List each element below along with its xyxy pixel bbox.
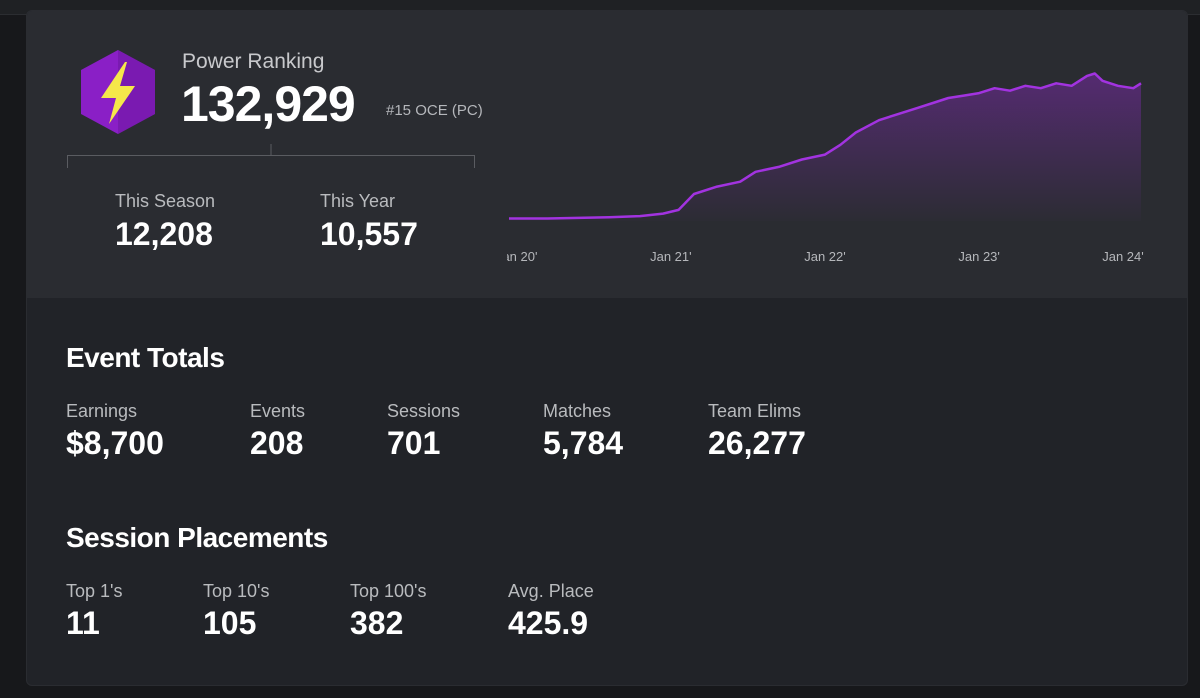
placement-stat-value: 382 xyxy=(350,605,404,641)
this-year-value: 10,557 xyxy=(320,216,418,252)
power-ranking-section: Power Ranking 132,929 #15 OCE (PC) This … xyxy=(27,11,1187,298)
event-stat-value: 208 xyxy=(250,425,304,461)
event-stat-label: Events xyxy=(250,401,306,421)
this-season-label: This Season xyxy=(115,191,216,211)
x-tick-label: Jan 23' xyxy=(958,249,1000,264)
bracket-divider xyxy=(67,144,475,168)
event-stat-value: 5,784 xyxy=(543,425,624,461)
power-ranking-chart: Jan 20' Jan 21' Jan 22' Jan 23' Jan 24' xyxy=(507,72,1144,264)
placement-stat-value: 11 xyxy=(66,605,100,641)
x-tick-label: Jan 24' xyxy=(1102,249,1144,264)
this-year-label: This Year xyxy=(320,191,396,211)
placement-stat-label: Avg. Place xyxy=(508,581,594,601)
event-stat-label: Sessions xyxy=(387,401,461,421)
placement-stat-label: Top 100's xyxy=(350,581,427,601)
event-stat-label: Team Elims xyxy=(708,401,802,421)
this-season-value: 12,208 xyxy=(115,216,213,252)
x-tick-label: Jan 21' xyxy=(650,249,692,264)
event-stat-value: 26,277 xyxy=(708,425,806,461)
placement-stat-label: Top 1's xyxy=(66,581,123,601)
session-placements-title: Session Placements xyxy=(66,522,328,553)
regional-rank: #15 OCE (PC) xyxy=(386,102,483,119)
event-stat-value: 701 xyxy=(387,425,441,461)
power-ranking-label: Power Ranking xyxy=(182,50,325,73)
chart-area xyxy=(509,73,1141,221)
stats-card: Power Ranking 132,929 #15 OCE (PC) This … xyxy=(26,10,1188,686)
lightning-bolt-icon xyxy=(81,50,155,134)
x-tick-label: Jan 22' xyxy=(804,249,846,264)
placement-stat-value: 425.9 xyxy=(508,605,589,641)
event-stat-value: $8,700 xyxy=(66,425,164,461)
event-totals-title: Event Totals xyxy=(66,342,225,373)
event-stat-label: Earnings xyxy=(66,401,138,421)
event-stat-label: Matches xyxy=(543,401,612,421)
x-tick-label: Jan 20' xyxy=(507,249,537,264)
power-ranking-value: 132,929 xyxy=(181,76,356,132)
placement-stat-value: 105 xyxy=(203,605,257,641)
placement-stat-label: Top 10's xyxy=(203,581,270,601)
